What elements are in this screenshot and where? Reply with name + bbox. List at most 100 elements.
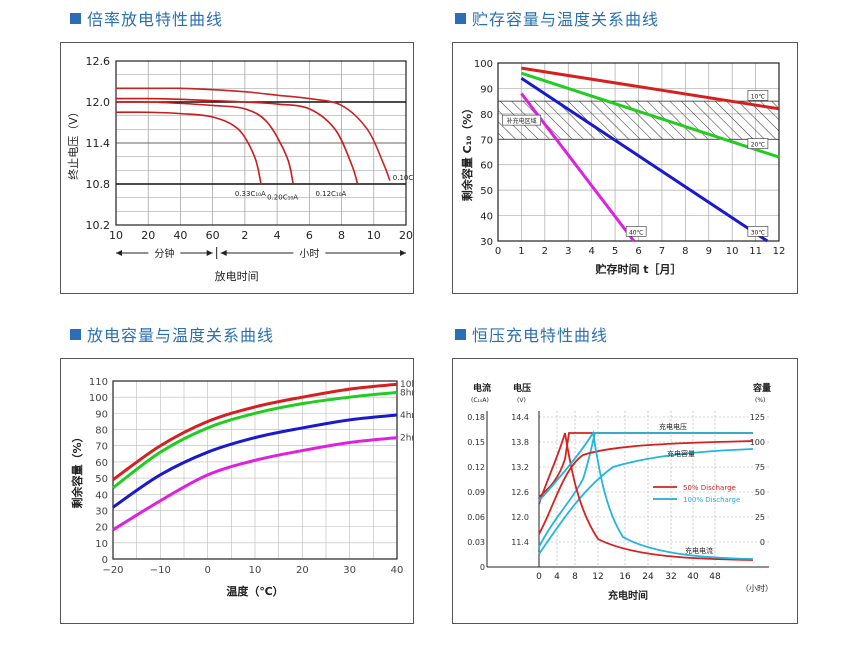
group-label-hours: 小时 [299,248,319,260]
arrow-head-icon [116,250,122,256]
chart-charging: 0.18 125 0.15 100 0.12 75 0.09 50 0.06 25 0.03 0 0 14… [467,382,773,602]
series-label: 0.12C₁₀A [315,190,346,198]
bullet-square-icon [70,12,81,24]
y-tick-label: 12.0 [86,96,111,109]
chart-storage-frame: 30 40 50 60 70 80 90 100 0 1 2 3 4 5 6 7 8 9 10 11 12 10℃ 20℃ 3… [452,42,798,294]
y-tick-label: 10.8 [86,178,111,191]
series-line [112,413,398,509]
current-axis-title: 电流 [473,382,491,394]
current-tick-label: 0.12 [467,463,485,472]
voltage-tick-label: 14.4 [511,413,529,422]
series-label: 10hr [400,380,413,390]
x-tick-label: 16 [619,572,631,582]
arrow-head-icon [400,250,406,256]
chart-rate-discharge-frame: 12.6 12.0 11.4 10.8 10.2 10 20 40 60 2 4 6 8 10 20 0.33… [60,42,424,294]
group-label-minutes: 分钟 [154,247,174,260]
y-tick-label: 80 [95,426,108,437]
x-tick-label: 8 [682,246,688,257]
voltage-axis-unit: (V) [517,397,526,404]
band-label: 补充电区域 [507,117,537,125]
voltage-tick-label: 13.2 [511,463,529,472]
capacity-axis-unit: (%) [755,397,765,404]
x-tick-label: 4 [588,246,594,257]
series-tag-box [625,226,647,237]
panel-title-storage: 贮存容量与温度关系曲线 [455,6,659,30]
series-line [520,77,769,243]
y-tick-label: 40 [480,212,493,223]
x-tick-label: 6 [306,229,313,242]
bullet-square-icon [455,328,466,340]
series-label: 8hr [400,388,413,398]
x-tick-label: 20 [296,565,309,576]
y-tick-label: 90 [95,409,108,420]
x-tick-label: −20 [102,565,123,576]
x-tick-label: 10 [249,565,262,576]
series-label: 0.33C₁₀A [235,190,266,198]
current-tick-label: 0.06 [467,513,485,522]
current-axis-unit: (C₁₀A) [471,397,489,404]
y-tick-label: 50 [480,186,493,197]
bullet-square-icon [455,12,466,24]
series-label: 10℃ [751,93,766,100]
series-line [520,71,780,159]
series-tag-box [747,138,769,149]
y-tick-label: 80 [480,110,493,121]
y-tick-label: 100 [474,59,493,70]
x-tick-label: 12 [592,572,603,582]
y-tick-label: 100 [89,393,108,404]
series-line [112,436,398,532]
x-tick-label: 20 [399,229,413,242]
series-tag-box [747,226,769,237]
x-tick-label: 7 [659,246,665,257]
series-line [112,390,398,489]
x-tick-label: −10 [150,565,171,576]
x-tick-label: 30 [343,565,356,576]
capacity-tick-label: 50 [755,488,765,497]
voltage-line-100 [538,432,753,548]
y-tick-label: 30 [95,506,108,517]
label-bg [148,245,181,259]
capacity-line-100 [538,448,754,555]
voltage-axis-title: 电压 [513,382,531,394]
x-tick-label: 0 [204,565,210,576]
x-tick-label: 10 [109,229,123,242]
capacity-tick-label: 100 [750,438,765,447]
capacity-curve-label: 充电容量 [667,449,695,458]
current-tick-label: 0.03 [467,538,485,547]
x-tick-label: 3 [565,246,571,257]
series-label: 20℃ [751,142,766,149]
series-label: 30℃ [751,229,766,236]
series-line [115,97,359,185]
current-tick-label: 0.09 [467,488,485,497]
x-axis-title: 放电时间 [215,269,259,283]
voltage-tick-label: 12.0 [511,513,529,522]
series-label: 4hr [400,411,413,421]
y-tick-label: 11.4 [86,137,111,150]
plot-border [497,62,780,242]
series-line [521,66,780,111]
bullet-square-icon [70,328,81,340]
band-label-box [502,114,541,126]
x-tick-label: 20 [141,229,155,242]
x-tick-label: 1 [518,246,524,257]
series-line [116,87,391,181]
y-tick-label: 60 [480,161,493,172]
series-label: 40℃ [629,229,644,236]
x-tick-label: 40 [687,572,699,582]
chart-discharge-temp: 0 10 20 30 40 50 60 70 80 90 100 110 −20 −10 0 10 20 30 40… [70,377,421,598]
y-tick-label: 12.6 [86,55,111,68]
x-unit-label: （小时） [741,583,773,593]
x-tick-label: 8 [572,572,578,582]
y-tick-label: 30 [480,237,493,248]
series-tag-box [747,90,769,101]
voltage-curve-label: 充电电压 [659,422,687,431]
series-label: 0.10C₁₀A [393,174,413,182]
voltage-tick-label: 13.8 [511,438,529,447]
panel-title-charging: 恒压充电特性曲线 [455,322,608,346]
x-tick-label: 12 [773,246,786,257]
arrow-head-icon [206,250,213,256]
y-tick-label: 40 [95,490,108,501]
x-tick-label: 24 [642,572,654,582]
current-tick-label: 0.18 [467,413,485,422]
